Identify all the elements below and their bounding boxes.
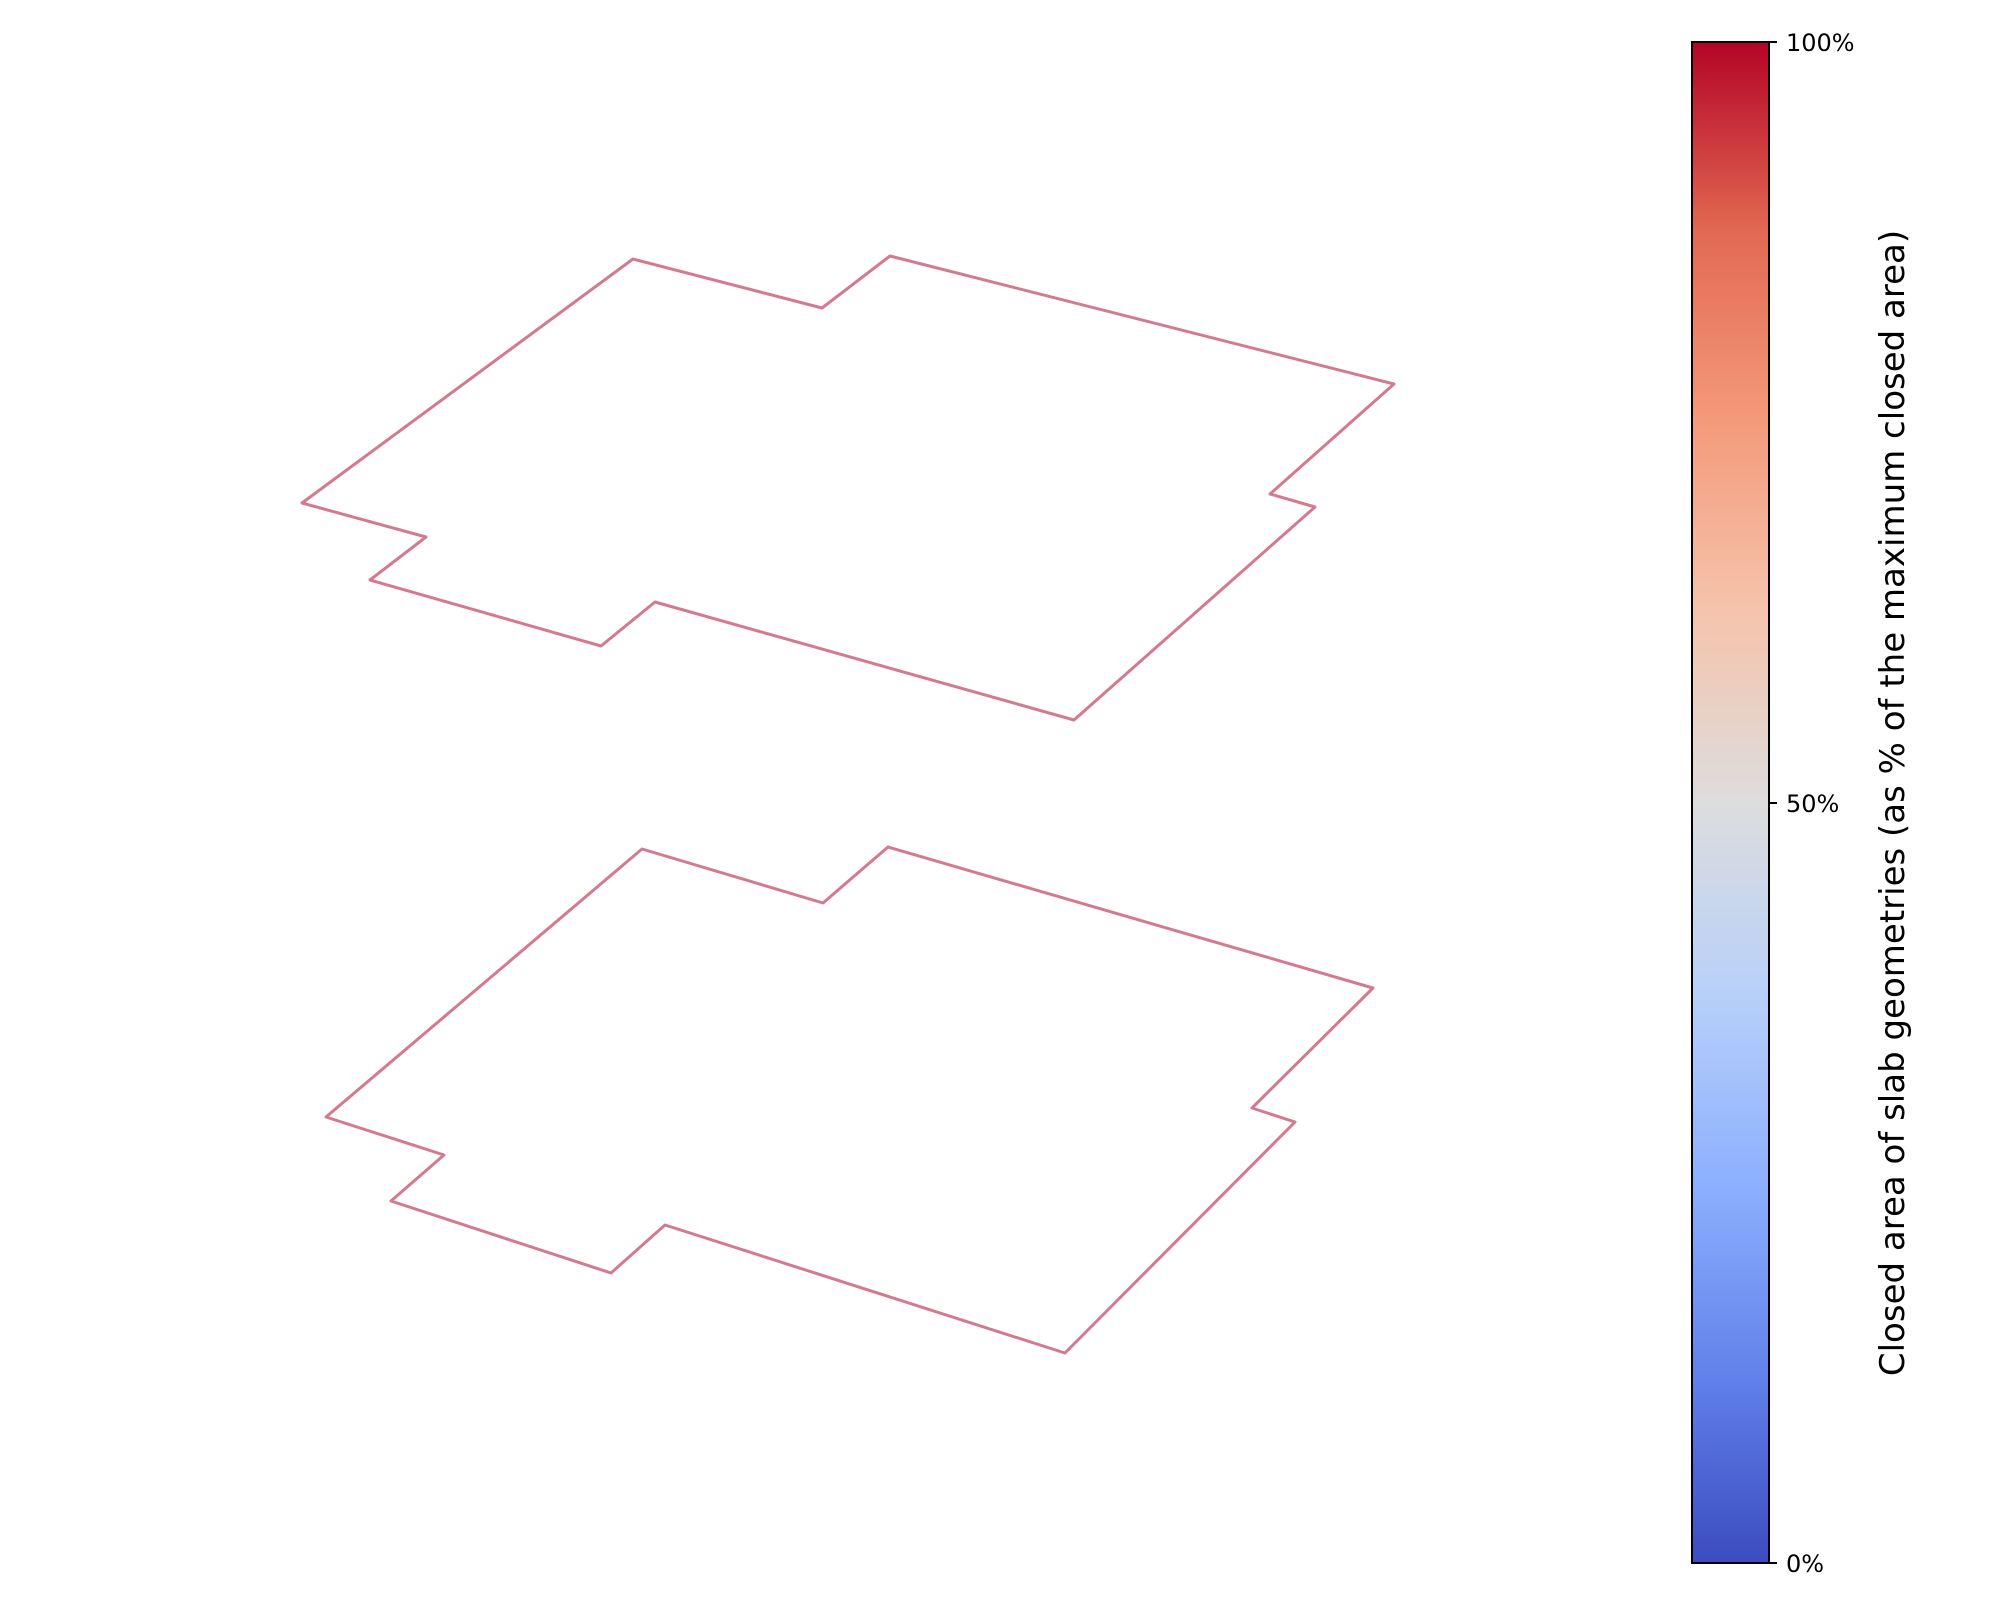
colorbar-min-label: 0% — [1786, 1550, 1824, 1578]
lower-slab-outline — [324, 845, 1375, 1355]
colorbar-mid-label: 50% — [1786, 790, 1839, 818]
colorbar-max-label: 100% — [1786, 29, 1855, 57]
upper-slab-outline — [300, 254, 1396, 722]
colorbar-axis-label: Closed area of slab geometries (as % of … — [1873, 230, 1913, 1376]
colorbar-gradient-bar — [1691, 41, 1770, 1564]
colorbar: 100% 50% 0% Closed area of slab geometri… — [1691, 29, 1913, 1578]
